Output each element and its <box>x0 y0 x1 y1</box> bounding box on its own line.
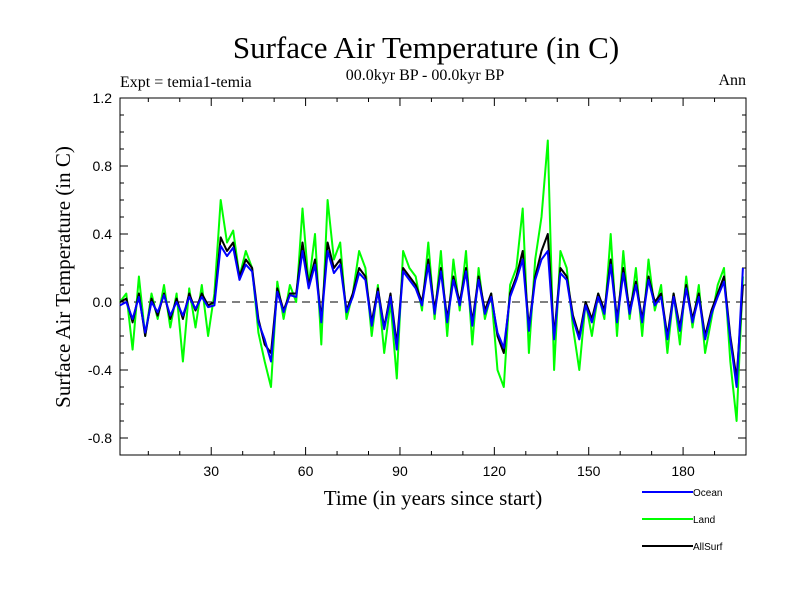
x-tick-label: 30 <box>203 463 219 479</box>
x-tick-label: 60 <box>298 463 314 479</box>
legend-label-ocean: Ocean <box>693 488 722 499</box>
chart-subtitle-left: Expt = temia1-temia <box>120 74 252 91</box>
legend-label-allsurf: AllSurf <box>693 542 723 553</box>
y-tick-label: 0.8 <box>93 158 113 174</box>
chart-subtitle-right: Ann <box>718 72 746 89</box>
legend: Ocean Land AllSurf <box>642 488 723 553</box>
chart-subtitle-center: 00.0kyr BP - 00.0kyr BP <box>346 67 505 84</box>
axis-ticks: -0.8 -0.4 0.0 0.4 0.8 1.2 30 60 90 120 150 180 <box>88 90 746 479</box>
plot-area <box>119 97 747 456</box>
series-line-ocean <box>119 244 744 388</box>
y-tick-label: -0.4 <box>88 362 112 378</box>
data-series <box>119 139 744 422</box>
y-axis-label: Surface Air Temperature (in C) <box>51 146 75 408</box>
chart-title: Surface Air Temperature (in C) <box>233 30 619 65</box>
legend-label-land: Land <box>693 515 715 526</box>
x-tick-label: 120 <box>483 463 507 479</box>
x-tick-label: 90 <box>392 463 408 479</box>
x-tick-label: 180 <box>671 463 695 479</box>
x-axis-label: Time (in years since start) <box>324 486 543 510</box>
y-tick-label: -0.8 <box>88 430 112 446</box>
y-tick-label: 0.4 <box>93 226 113 242</box>
x-tick-label: 150 <box>577 463 601 479</box>
y-tick-label: 0.0 <box>93 294 113 310</box>
y-tick-label: 1.2 <box>93 90 113 106</box>
